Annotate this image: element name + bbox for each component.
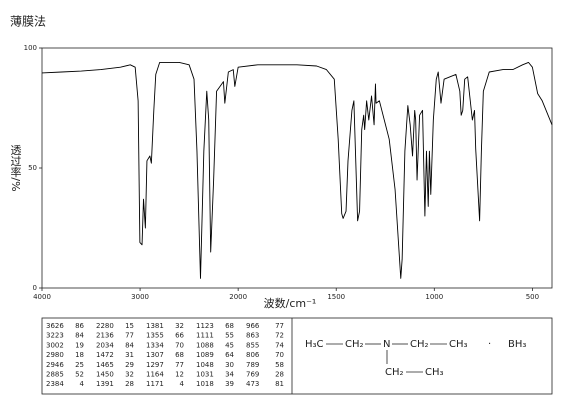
peak-transmittance: 4 — [180, 380, 185, 388]
table-frame — [41, 317, 553, 395]
peak-wavenumber: 2384 — [46, 380, 64, 388]
x-tick-label: 2000 — [229, 293, 247, 301]
peak-transmittance: 19 — [75, 341, 84, 349]
peak-wavenumber: 2885 — [46, 371, 64, 379]
atom-group: N — [383, 339, 390, 350]
atom-group: BH₃ — [508, 339, 526, 350]
peak-wavenumber: 1334 — [146, 341, 164, 349]
chart-title: 薄膜法 — [10, 14, 46, 29]
peak-transmittance: 32 — [125, 371, 134, 379]
peak-wavenumber: 2034 — [96, 341, 114, 349]
peak-transmittance: 28 — [275, 371, 284, 379]
peak-transmittance: 74 — [275, 341, 284, 349]
peak-wavenumber: 1048 — [196, 361, 214, 369]
peak-transmittance: 58 — [275, 361, 284, 369]
peak-transmittance: 64 — [225, 351, 234, 359]
spectrum-line — [41, 61, 553, 279]
x-tick-label: 4000 — [33, 293, 51, 301]
peak-transmittance: 70 — [175, 341, 184, 349]
x-tick-label: 3000 — [131, 293, 149, 301]
atom-group: CH₃ — [449, 339, 468, 350]
peak-transmittance: 70 — [275, 351, 284, 359]
peak-transmittance: 12 — [175, 371, 184, 379]
peak-wavenumber: 3223 — [46, 332, 64, 340]
peak-transmittance: 30 — [225, 361, 234, 369]
peak-wavenumber: 3002 — [46, 341, 64, 349]
peak-transmittance: 39 — [225, 380, 234, 388]
adduct-dot: · — [488, 339, 491, 350]
peak-transmittance: 55 — [225, 332, 234, 340]
y-axis-label: 透过率/% — [9, 144, 22, 191]
y-tick-label: 50 — [28, 164, 37, 172]
peak-transmittance: 45 — [225, 341, 234, 349]
peak-wavenumber: 1465 — [96, 361, 114, 369]
peak-transmittance: 84 — [125, 341, 134, 349]
peak-wavenumber: 1355 — [146, 332, 164, 340]
peak-transmittance: 32 — [175, 322, 184, 330]
atom-group: CH₃ — [425, 367, 444, 378]
peak-transmittance: 68 — [225, 322, 234, 330]
peak-wavenumber: 863 — [246, 332, 259, 340]
plot-frame — [41, 47, 553, 289]
peak-wavenumber: 1381 — [146, 322, 164, 330]
atom-group: CH₂ — [345, 339, 364, 350]
peak-transmittance: 81 — [275, 380, 284, 388]
x-tick-label: 1000 — [425, 293, 443, 301]
peak-wavenumber: 2136 — [96, 332, 114, 340]
peak-wavenumber: 1164 — [146, 371, 164, 379]
peak-wavenumber: 855 — [246, 341, 259, 349]
peak-transmittance: 77 — [175, 361, 184, 369]
peak-wavenumber: 769 — [246, 371, 259, 379]
peak-wavenumber: 1018 — [196, 380, 214, 388]
peak-wavenumber: 473 — [246, 380, 259, 388]
peak-wavenumber: 1123 — [196, 322, 214, 330]
peak-transmittance: 66 — [175, 332, 184, 340]
peak-transmittance: 68 — [175, 351, 184, 359]
x-axis-label: 波数/cm⁻¹ — [264, 297, 317, 310]
x-tick-label: 500 — [526, 293, 539, 301]
peak-transmittance: 77 — [125, 332, 134, 340]
x-tick-label: 1500 — [327, 293, 345, 301]
peak-transmittance: 72 — [275, 332, 284, 340]
peak-wavenumber: 1031 — [196, 371, 214, 379]
peak-wavenumber: 1450 — [96, 371, 114, 379]
peak-transmittance: 15 — [125, 322, 134, 330]
peak-transmittance: 18 — [75, 351, 84, 359]
y-tick-label: 100 — [24, 44, 37, 52]
peak-transmittance: 4 — [80, 380, 85, 388]
peak-wavenumber: 1171 — [146, 380, 164, 388]
peak-transmittance: 52 — [75, 371, 84, 379]
peak-transmittance: 84 — [75, 332, 84, 340]
atom-group: H₃C — [305, 339, 324, 350]
peak-transmittance: 31 — [125, 351, 134, 359]
peak-wavenumber: 1089 — [196, 351, 214, 359]
peak-wavenumber: 966 — [246, 322, 260, 330]
peak-transmittance: 28 — [125, 380, 134, 388]
peak-wavenumber: 1307 — [146, 351, 164, 359]
y-tick-label: 0 — [33, 284, 37, 292]
peak-wavenumber: 1391 — [96, 380, 114, 388]
atom-group: CH₂ — [385, 367, 404, 378]
peak-wavenumber: 3626 — [46, 322, 64, 330]
peak-wavenumber: 1297 — [146, 361, 164, 369]
peak-wavenumber: 1111 — [196, 332, 214, 340]
peak-transmittance: 77 — [275, 322, 284, 330]
peak-wavenumber: 2946 — [46, 361, 64, 369]
peak-transmittance: 34 — [225, 371, 234, 379]
peak-wavenumber: 1472 — [96, 351, 114, 359]
peak-wavenumber: 2980 — [46, 351, 64, 359]
structure: H₃C CH₂ N CH₂ CH₃ CH₂ CH₃ · BH₃ — [305, 339, 526, 378]
peak-transmittance: 29 — [125, 361, 134, 369]
atom-group: CH₂ — [410, 339, 429, 350]
peak-transmittance: 86 — [75, 322, 84, 330]
peak-wavenumber: 2280 — [96, 322, 114, 330]
peak-wavenumber: 789 — [246, 361, 259, 369]
peak-wavenumber: 1088 — [196, 341, 214, 349]
peak-wavenumber: 806 — [246, 351, 260, 359]
peak-transmittance: 25 — [75, 361, 84, 369]
